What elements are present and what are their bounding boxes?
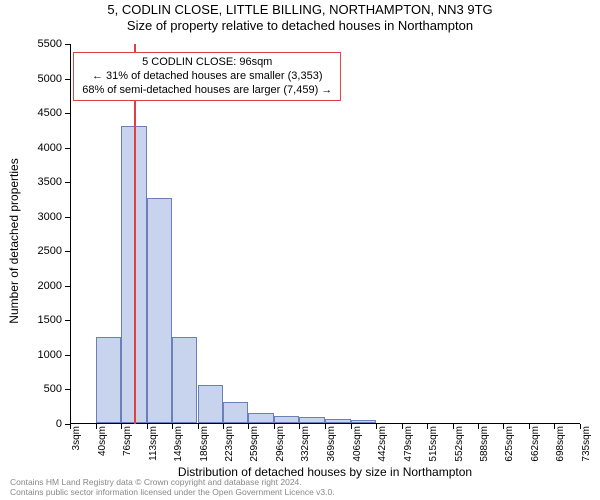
x-tick-label: 113sqm xyxy=(148,426,159,466)
y-tick-label: 5500 xyxy=(38,38,62,50)
y-tick xyxy=(65,148,70,149)
y-tick xyxy=(65,44,70,45)
y-tick-label: 2000 xyxy=(38,280,62,292)
y-tick-label: 4000 xyxy=(38,142,62,154)
x-tick-label: 588sqm xyxy=(479,426,490,466)
y-tick-label: 3000 xyxy=(38,211,62,223)
annotation-box: 5 CODLIN CLOSE: 96sqm← 31% of detached h… xyxy=(73,52,341,101)
x-tick-label: 515sqm xyxy=(428,426,439,466)
y-tick xyxy=(65,389,70,390)
x-tick-label: 186sqm xyxy=(199,426,210,466)
plot-area: 5 CODLIN CLOSE: 96sqm← 31% of detached h… xyxy=(70,44,580,424)
x-tick-label: 625sqm xyxy=(504,426,515,466)
histogram-bar xyxy=(274,416,299,423)
y-axis-line xyxy=(70,44,71,424)
y-tick xyxy=(65,79,70,80)
y-tick xyxy=(65,182,70,183)
y-tick-label: 0 xyxy=(56,418,62,430)
x-tick-label: 3sqm xyxy=(71,426,82,466)
x-tick-label: 259sqm xyxy=(249,426,260,466)
histogram-bar xyxy=(223,402,248,423)
histogram-bar xyxy=(299,417,325,423)
annotation-line: 5 CODLIN CLOSE: 96sqm xyxy=(82,56,332,70)
x-tick-labels: 3sqm 40sqm 76sqm 113sqm 149sqm 186sqm 223sqm 25… xyxy=(70,428,580,468)
x-tick-label: 479sqm xyxy=(403,426,414,466)
y-tick-label: 1000 xyxy=(38,349,62,361)
y-tick-label: 1500 xyxy=(38,314,62,326)
y-tick-label: 5000 xyxy=(38,73,62,85)
y-tick-label: 2500 xyxy=(38,245,62,257)
attribution-footer: Contains HM Land Registry data © Crown c… xyxy=(10,478,335,498)
y-tick xyxy=(65,286,70,287)
chart-title-block: 5, CODLIN CLOSE, LITTLE BILLING, NORTHAM… xyxy=(0,2,600,35)
x-tick-label: 406sqm xyxy=(352,426,363,466)
histogram-bar xyxy=(248,413,274,423)
x-tick-label: 369sqm xyxy=(326,426,337,466)
y-tick xyxy=(65,355,70,356)
histogram-bar xyxy=(198,385,224,423)
y-tick-label: 4500 xyxy=(38,107,62,119)
address-title: 5, CODLIN CLOSE, LITTLE BILLING, NORTHAM… xyxy=(0,2,600,18)
x-tick-label: 76sqm xyxy=(122,426,133,466)
y-tick-label: 3500 xyxy=(38,176,62,188)
y-tick xyxy=(65,217,70,218)
x-tick-label: 40sqm xyxy=(97,426,108,466)
y-tick xyxy=(65,113,70,114)
x-tick-label: 735sqm xyxy=(581,426,592,466)
histogram-bar xyxy=(172,337,198,423)
histogram-bar xyxy=(351,420,376,423)
x-tick-label: 296sqm xyxy=(275,426,286,466)
footer-line-2: Contains public sector information licen… xyxy=(10,488,335,498)
histogram-bar xyxy=(325,419,351,423)
y-tick-label: 500 xyxy=(44,383,62,395)
x-tick-label: 442sqm xyxy=(377,426,388,466)
x-tick-label: 149sqm xyxy=(173,426,184,466)
histogram-bar xyxy=(96,337,121,423)
x-tick-label: 552sqm xyxy=(454,426,465,466)
y-tick xyxy=(65,320,70,321)
x-tick-label: 332sqm xyxy=(300,426,311,466)
x-tick-label: 223sqm xyxy=(224,426,235,466)
annotation-line: 68% of semi-detached houses are larger (… xyxy=(82,84,332,98)
y-tick xyxy=(65,251,70,252)
annotation-line: ← 31% of detached houses are smaller (3,… xyxy=(82,70,332,84)
subtitle: Size of property relative to detached ho… xyxy=(0,18,600,34)
x-tick-label: 662sqm xyxy=(530,426,541,466)
y-tick-labels: 0500100015002000250030003500400045005000… xyxy=(0,44,64,424)
x-tick-label: 698sqm xyxy=(555,426,566,466)
chart-container: { "title_line1": "5, CODLIN CLOSE, LITTL… xyxy=(0,0,600,500)
histogram-bar xyxy=(147,198,172,423)
